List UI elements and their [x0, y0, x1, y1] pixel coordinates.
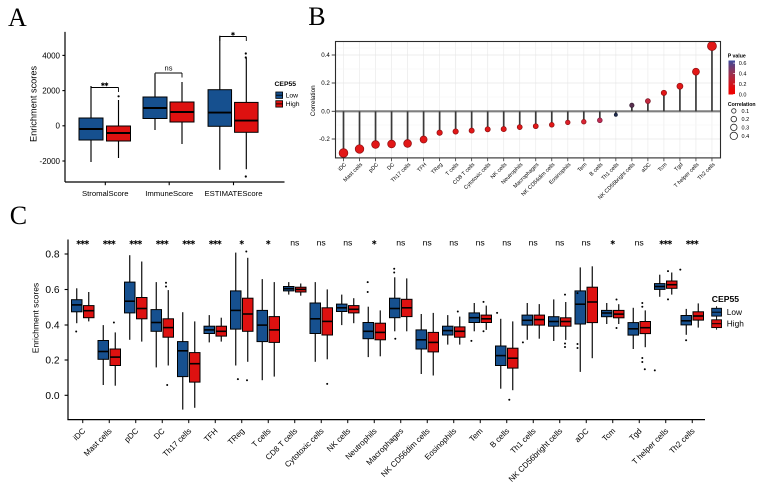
svg-text:High: High [727, 319, 744, 329]
svg-text:0.4: 0.4 [321, 52, 330, 59]
svg-text:ns: ns [165, 64, 173, 73]
svg-text:Low: Low [286, 92, 299, 99]
svg-text:0.2: 0.2 [45, 356, 59, 367]
svg-text:0.8: 0.8 [45, 250, 59, 261]
svg-text:ns: ns [343, 238, 353, 248]
svg-text:StromalScore: StromalScore [82, 189, 129, 198]
svg-text:P value: P value [728, 53, 746, 59]
svg-text:Enrichment scores: Enrichment scores [28, 66, 38, 142]
svg-text:ns: ns [635, 238, 645, 248]
svg-text:A: A [8, 3, 27, 32]
svg-text:ns: ns [449, 238, 459, 248]
svg-text:ESTIMATEScore: ESTIMATEScore [205, 189, 263, 198]
svg-text:Tem: Tem [577, 162, 589, 174]
svg-text:0.2: 0.2 [739, 82, 747, 88]
svg-text:Enrichment scores: Enrichment scores [31, 283, 41, 353]
svg-text:ns: ns [423, 238, 433, 248]
svg-text:-2000: -2000 [40, 157, 61, 166]
svg-text:0: 0 [56, 122, 61, 131]
svg-text:2000: 2000 [42, 87, 60, 96]
svg-text:ns: ns [582, 238, 592, 248]
svg-text:DC: DC [386, 162, 396, 172]
svg-text:ns: ns [502, 238, 512, 248]
svg-text:Low: Low [727, 307, 743, 317]
svg-text:0.0: 0.0 [321, 109, 330, 116]
svg-text:ns: ns [529, 238, 539, 248]
svg-text:0.6: 0.6 [739, 61, 747, 67]
svg-text:-0.2: -0.2 [319, 136, 330, 143]
svg-text:B: B [308, 2, 325, 31]
svg-text:0.4: 0.4 [739, 71, 747, 77]
svg-text:0.6: 0.6 [45, 285, 59, 296]
svg-text:0.1: 0.1 [742, 109, 750, 115]
svg-text:ns: ns [555, 238, 565, 248]
svg-text:C: C [10, 201, 27, 230]
svg-text:Correlation: Correlation [728, 102, 756, 108]
svg-text:0.2: 0.2 [742, 117, 750, 123]
svg-text:0.3: 0.3 [742, 125, 750, 131]
svg-text:ImmuneScore: ImmuneScore [145, 189, 193, 198]
svg-text:ns: ns [396, 238, 406, 248]
svg-text:CEP55: CEP55 [275, 81, 297, 88]
svg-text:ns: ns [290, 238, 300, 248]
svg-text:4000: 4000 [42, 51, 60, 60]
svg-text:Correlation: Correlation [310, 85, 317, 116]
svg-text:0.4: 0.4 [742, 134, 750, 140]
svg-text:High: High [286, 101, 300, 108]
svg-text:TFH: TFH [416, 162, 428, 174]
svg-text:ns: ns [317, 238, 327, 248]
svg-text:iDC: iDC [337, 162, 348, 173]
svg-text:CEP55: CEP55 [712, 294, 739, 304]
svg-text:ns: ns [476, 238, 486, 248]
svg-text:0.0: 0.0 [45, 391, 59, 402]
svg-text:0.4: 0.4 [45, 321, 59, 332]
svg-text:Tcm: Tcm [657, 162, 669, 174]
svg-text:Tgd: Tgd [674, 162, 685, 173]
svg-text:0.0: 0.0 [739, 92, 747, 98]
svg-text:0.2: 0.2 [321, 80, 330, 87]
